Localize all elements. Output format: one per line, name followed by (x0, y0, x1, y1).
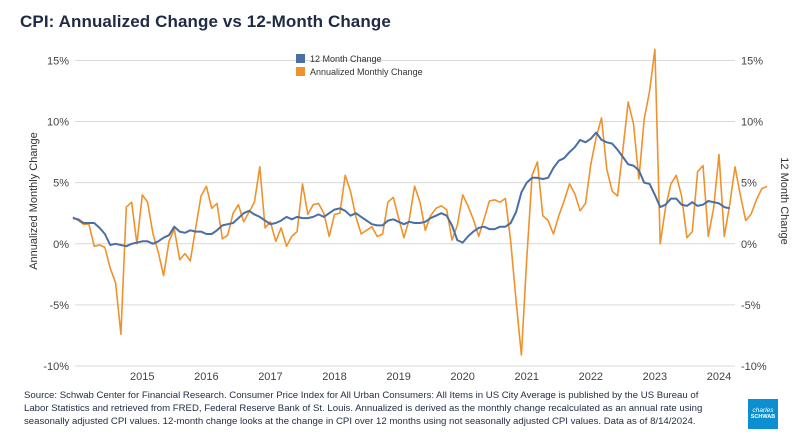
left-axis-title: Annualized Monthly Change (28, 132, 40, 270)
y-tick-label-left: 0% (53, 239, 69, 251)
x-tick-label: 2023 (643, 371, 667, 383)
legend-label-annualized-monthly-change: Annualized Monthly Change (310, 67, 423, 77)
x-tick-label: 2020 (450, 371, 474, 383)
y-tick-label-left: 10% (47, 117, 69, 129)
y-tick-label-right: -10% (741, 361, 767, 373)
legend-swatch-annualized-monthly-change (296, 67, 305, 76)
y-tick-label-right: 10% (741, 117, 763, 129)
legend-label-12-month-change: 12 Month Change (310, 54, 382, 64)
x-tick-label: 2024 (707, 371, 731, 383)
right-axis-title: 12 Month Change (778, 157, 790, 244)
x-axis-tick-labels: 2015 2016 2017 2018 2019 2020 2021 2022 2023 2024 (130, 371, 731, 383)
x-tick-label: 2016 (194, 371, 218, 383)
y-tick-label-right: 0% (741, 239, 757, 251)
series-line-12-month-change (72, 131, 730, 248)
line-chart: -10% -5% 0% 5% 10% 15% -10% -5% 0% 5% 10% 15% 2015… (28, 48, 790, 383)
y-tick-label-left: 15% (47, 55, 69, 67)
right-axis-tick-labels: -10% -5% 0% 5% 10% 15% (741, 55, 767, 373)
source-note: Source: Schwab Center for Financial Rese… (24, 390, 703, 427)
y-tick-label-left: 5% (53, 178, 69, 190)
charles-schwab-logo: charles SCHWAB (748, 399, 778, 429)
chart-title: CPI: Annualized Change vs 12-Month Chang… (20, 12, 391, 31)
x-tick-label: 2021 (515, 371, 539, 383)
logo-line-1: charles (752, 407, 774, 414)
x-tick-label: 2022 (579, 371, 603, 383)
series-line-annualized-monthly-change (72, 48, 768, 356)
y-tick-label-right: 15% (741, 55, 763, 67)
left-axis-tick-labels: -10% -5% 0% 5% 10% 15% (43, 55, 69, 373)
series-lines (72, 48, 768, 356)
y-tick-label-left: -5% (49, 300, 69, 312)
logo-line-2: SCHWAB (750, 414, 776, 420)
legend: 12 Month Change Annualized Monthly Chang… (296, 54, 423, 77)
y-tick-label-left: -10% (43, 361, 69, 373)
y-tick-label-right: -5% (741, 300, 761, 312)
legend-swatch-12-month-change (296, 54, 305, 63)
x-tick-label: 2018 (322, 371, 346, 383)
x-tick-label: 2015 (130, 371, 154, 383)
x-tick-label: 2017 (258, 371, 282, 383)
y-tick-label-right: 5% (741, 178, 757, 190)
x-tick-label: 2019 (386, 371, 410, 383)
gridlines (75, 59, 735, 367)
